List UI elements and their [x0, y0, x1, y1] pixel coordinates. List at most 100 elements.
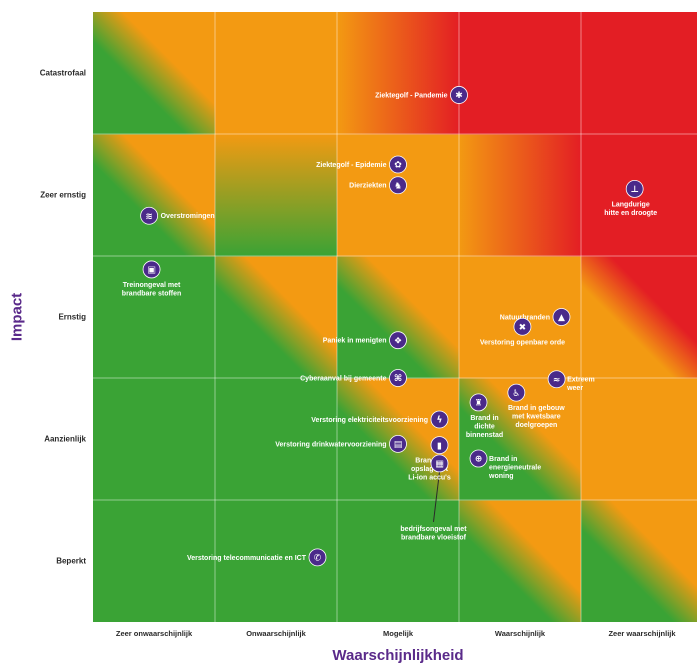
matrix-cell-1-4 — [581, 378, 697, 501]
virus-icon: ✱ — [455, 91, 463, 101]
risk-point: ✆ Verstoring telecommunicatie en ICT — [187, 548, 327, 567]
y-tick-label: Zeer ernstig — [40, 190, 86, 200]
risk-marker — [389, 434, 407, 453]
crowd-panic-icon: ❖ — [394, 336, 402, 346]
y-tick-label: Catastrofaal — [39, 68, 86, 78]
leader-line — [432, 471, 440, 522]
risk-marker — [389, 155, 407, 174]
risk-label: Natuurbranden — [500, 315, 550, 322]
risk-label: Langdurige hitte en droogte — [604, 201, 657, 217]
risk-label: Ziektegolf - Pandemie — [375, 92, 447, 99]
battery-icon: ▮ — [437, 441, 442, 451]
risk-point: ⊥ Langdurige hitte en droogte — [604, 179, 657, 217]
risk-marker — [140, 206, 159, 225]
risk-matrix-chart: ✱ Ziektegolf - Pandemie ✿ Ziektegolf - Epid… — [93, 12, 697, 622]
factory-icon: ▦ — [435, 460, 444, 470]
risk-point: ✖ Verstoring openbare orde — [480, 317, 565, 346]
y-tick-label: Ernstig — [58, 312, 86, 322]
risk-label: Verstoring openbare orde — [480, 339, 565, 346]
risk-point: ▲ Natuurbranden — [500, 308, 571, 326]
risk-marker — [389, 176, 407, 195]
risk-point: ♿ Brand in gebouw met kwetsbare doelgroepen — [507, 383, 565, 429]
risk-label: Dierziekten — [349, 183, 386, 190]
x-axis-title: Waarschijnlijkheid — [332, 647, 464, 664]
risk-point: ≋ Overstromingen — [140, 206, 215, 225]
cyber-icon: ⌘ — [394, 374, 402, 384]
risk-point: ▮ Brand in opslag met Li-ion accu's — [408, 436, 451, 482]
risk-label: bedrijfsongeval met brandbare vloeistof — [400, 526, 467, 542]
risk-point: ▤ Verstoring drinkwatervoorziening — [275, 434, 407, 453]
risk-point: ▣ Treinongeval met brandbare stoffen — [122, 260, 182, 298]
bacteria-icon: ✿ — [394, 161, 402, 171]
x-tick-label: Onwaarschijnlijk — [246, 629, 306, 638]
risk-label: Brand in opslag met Li-ion accu's — [408, 458, 451, 482]
crowd-icon: ✖ — [519, 323, 527, 333]
fire-icon: ▲ — [558, 313, 565, 323]
y-tick-label: Beperkt — [56, 556, 86, 566]
water-tap-icon: ▤ — [394, 440, 403, 450]
matrix-cell-4-2 — [337, 12, 460, 135]
matrix-cell-3-2 — [337, 134, 460, 257]
risk-label: Cyberaanval bij gemeente — [300, 376, 386, 383]
flood-icon: ≋ — [145, 212, 153, 222]
risk-label: Verstoring elektriciteitsvoorziening — [311, 417, 428, 424]
y-tick-label: Aanzienlijk — [44, 434, 86, 444]
risk-label: Paniek in menigten — [323, 338, 387, 345]
x-tick-label: Mogelijk — [382, 629, 413, 638]
risk-point: ✿ Ziektegolf - Epidemie — [316, 155, 407, 174]
matrix-cell-2-1 — [215, 256, 338, 379]
wheelchair-icon: ♿ — [512, 389, 520, 399]
matrix-cell-0-3 — [459, 500, 582, 622]
matrix-cell-3-3 — [459, 134, 582, 257]
risk-point: ⌘ Cyberaanval bij gemeente — [300, 369, 407, 387]
matrix-cell-3-0 — [93, 134, 216, 257]
risk-point: ▦ bedrijfsongeval met brandbare vloeistof — [400, 454, 467, 542]
matrix-cell-1-0 — [93, 378, 216, 501]
risk-point: ❖ Paniek in menigten — [323, 331, 407, 350]
x-tick-label: Waarschijnlijk — [494, 629, 546, 638]
risk-label: Verstoring drinkwatervoorziening — [275, 441, 386, 448]
risk-marker — [430, 410, 449, 429]
risk-label: Brand in gebouw met kwetsbare doelgroepen — [508, 405, 565, 429]
risk-marker — [430, 454, 449, 473]
risk-marker — [450, 86, 468, 104]
risk-marker — [547, 370, 566, 389]
x-tick-label: Zeer onwaarschijnlijk — [115, 629, 193, 638]
risk-marker — [625, 179, 644, 198]
risk-label: Overstromingen — [161, 213, 215, 220]
risk-point: ⊕ Brand in energieneutrale woning — [469, 449, 541, 480]
risk-marker — [513, 317, 532, 336]
x-tick-label: Zeer waarschijnlijk — [608, 629, 676, 638]
matrix-cell-4-0 — [93, 12, 216, 135]
train-icon: ▣ — [147, 266, 156, 276]
matrix-cell-4-4 — [581, 12, 697, 135]
risk-label: Verstoring telecommunicatie en ICT — [187, 555, 307, 562]
risk-label: Brand in dichte binnenstad — [466, 415, 503, 439]
thermometer-icon: ⊥ — [631, 185, 639, 195]
lightning-icon: ϟ — [437, 416, 443, 426]
matrix-cell-4-1 — [215, 12, 338, 135]
risk-marker — [469, 449, 488, 468]
matrix-cell-4-3 — [459, 12, 582, 135]
risk-point: ≈ Extreem weer — [547, 370, 595, 392]
risk-marker — [552, 308, 571, 326]
matrix-cells — [93, 12, 697, 622]
risk-marker — [469, 393, 488, 412]
risk-label: Treinongeval met brandbare stoffen — [122, 282, 182, 298]
matrix-cell-0-4 — [581, 500, 697, 622]
risk-label: Ziektegolf - Epidemie — [316, 162, 387, 169]
matrix-cell-0-0 — [93, 500, 216, 622]
risk-points: ✱ Ziektegolf - Pandemie ✿ Ziektegolf - Epid… — [122, 86, 657, 567]
building-icon: ♜ — [474, 399, 482, 409]
risk-marker — [389, 331, 407, 350]
phone-icon: ✆ — [314, 554, 322, 564]
risk-marker — [308, 548, 327, 567]
matrix-cell-1-1 — [215, 378, 338, 501]
matrix-cell-2-4 — [581, 256, 697, 379]
matrix-cell-2-2 — [337, 256, 460, 379]
risk-label: Brand in energieneutrale woning — [488, 456, 541, 480]
solar-panel-icon: ⊕ — [475, 455, 483, 465]
matrix-cell-0-2 — [337, 500, 460, 622]
risk-marker — [142, 260, 161, 279]
storm-icon: ≈ — [553, 375, 561, 385]
